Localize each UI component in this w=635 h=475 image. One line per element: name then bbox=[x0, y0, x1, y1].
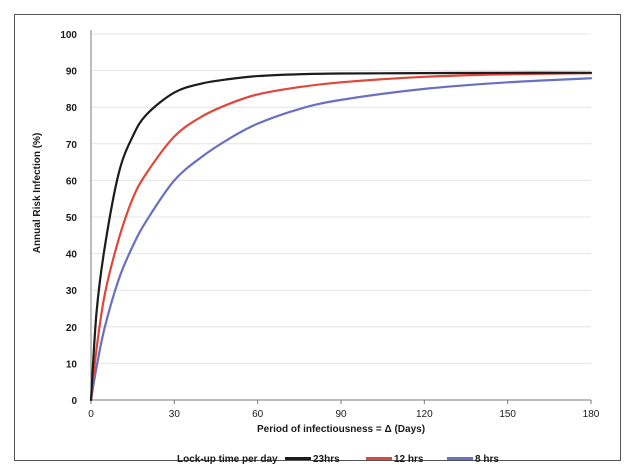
x-tick-label: 0 bbox=[88, 409, 94, 420]
y-tick-label: 90 bbox=[66, 67, 78, 78]
series-line-8hrs bbox=[89, 77, 593, 402]
y-tick-label: 10 bbox=[66, 359, 78, 370]
x-tick-labels: 0 30 60 90 120 150 180 bbox=[88, 409, 600, 420]
x-tick-label: 150 bbox=[499, 409, 516, 420]
y-tick-labels: 0 10 20 30 40 50 60 70 80 90 100 bbox=[60, 30, 77, 407]
y-tick-label: 60 bbox=[66, 176, 78, 187]
x-tick-label: 30 bbox=[169, 409, 181, 420]
x-axis-label: Period of infectiousness = Δ (Days) bbox=[257, 424, 425, 435]
y-axis-label: Annual Risk Infection (%) bbox=[32, 133, 43, 254]
y-tick-label: 50 bbox=[66, 213, 78, 224]
chart-border bbox=[14, 14, 621, 461]
series-lines bbox=[89, 71, 593, 402]
gridlines bbox=[91, 33, 591, 364]
y-tick-label: 100 bbox=[60, 30, 77, 41]
x-tick-label: 180 bbox=[583, 409, 600, 420]
y-tick-label: 30 bbox=[66, 286, 78, 297]
legend-entry-23hrs: 23hrs bbox=[313, 454, 340, 465]
y-tick-label: 40 bbox=[66, 250, 78, 261]
x-tick-label: 60 bbox=[252, 409, 264, 420]
y-tick-label: 0 bbox=[71, 396, 77, 407]
series-line-23hrs bbox=[89, 71, 593, 402]
x-tick-label: 120 bbox=[416, 409, 433, 420]
legend: Lock-up time per day 23hrs 12 hrs 8 hrs bbox=[177, 454, 499, 465]
y-tick-label: 80 bbox=[66, 103, 78, 114]
y-tick-label: 70 bbox=[66, 140, 78, 151]
y-tick-label: 20 bbox=[66, 323, 78, 334]
legend-entry-8hrs: 8 hrs bbox=[475, 454, 499, 465]
series-line-12hrs bbox=[89, 72, 593, 402]
x-tick-label: 90 bbox=[335, 409, 347, 420]
legend-entry-12hrs: 12 hrs bbox=[394, 454, 424, 465]
legend-title: Lock-up time per day bbox=[177, 454, 278, 465]
axes bbox=[90, 30, 592, 404]
